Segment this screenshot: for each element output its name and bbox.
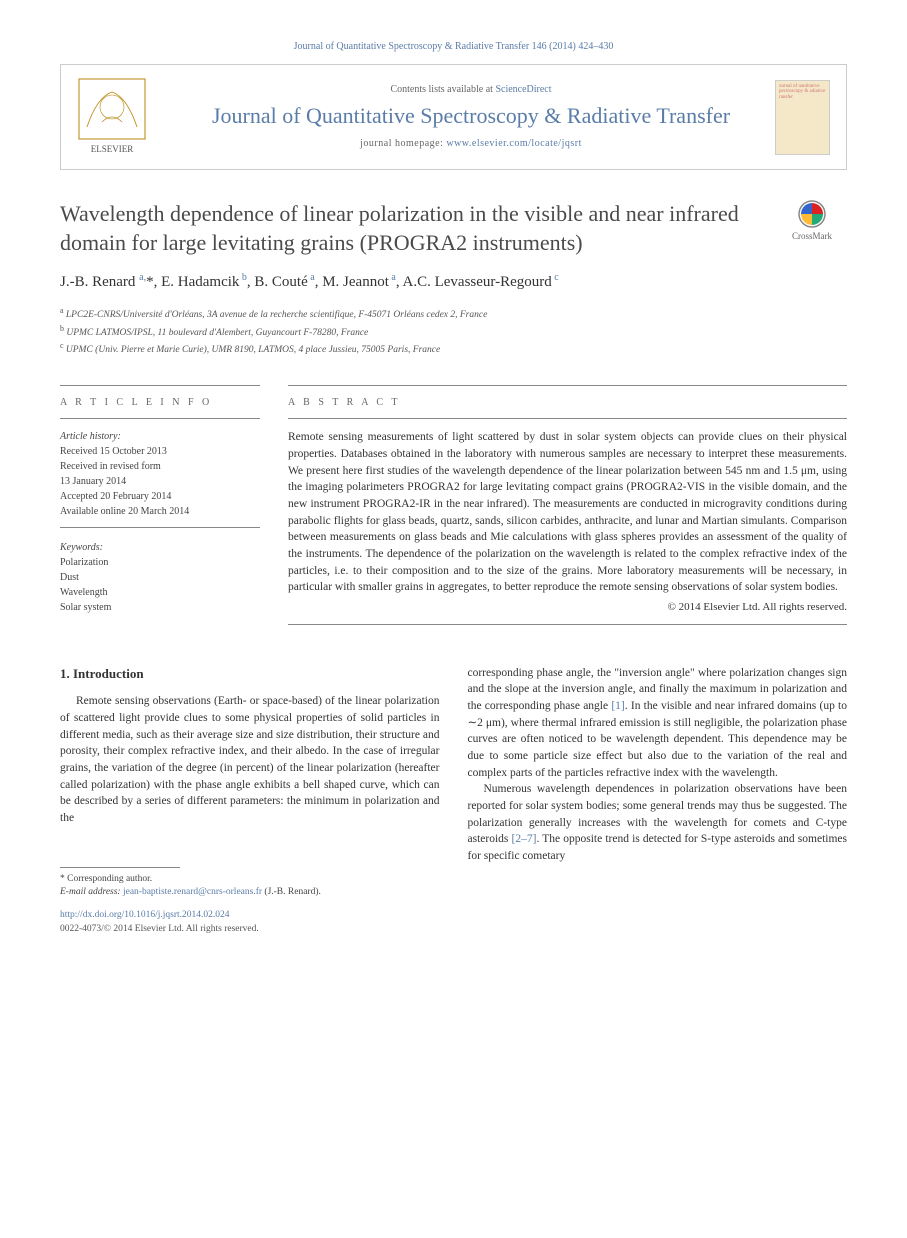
keywords-block: Keywords: PolarizationDustWavelengthSola… bbox=[60, 540, 260, 615]
body-column-left: 1. Introduction Remote sensing observati… bbox=[60, 665, 440, 937]
journal-homepage: journal homepage: www.elsevier.com/locat… bbox=[167, 137, 775, 151]
elsevier-logo: ELSEVIER bbox=[77, 77, 147, 157]
svg-text:ELSEVIER: ELSEVIER bbox=[91, 144, 134, 154]
sciencedirect-link[interactable]: ScienceDirect bbox=[495, 84, 551, 95]
abstract-copyright: © 2014 Elsevier Ltd. All rights reserved… bbox=[288, 600, 847, 615]
body-paragraph: corresponding phase angle, the "inversio… bbox=[468, 665, 848, 782]
abstract-label: A B S T R A C T bbox=[288, 396, 847, 410]
homepage-link[interactable]: www.elsevier.com/locate/jqsrt bbox=[446, 138, 581, 149]
footnotes: * Corresponding author. E-mail address: … bbox=[60, 873, 440, 900]
contents-available: Contents lists available at ScienceDirec… bbox=[167, 83, 775, 97]
affiliations: a LPC2E-CNRS/Université d'Orléans, 3A av… bbox=[60, 305, 847, 357]
article-title: Wavelength dependence of linear polariza… bbox=[60, 200, 757, 257]
authors-line: J.-B. Renard a,*, E. Hadamcik b, B. Cout… bbox=[60, 271, 847, 293]
email-line: E-mail address: jean-baptiste.renard@cnr… bbox=[60, 886, 440, 899]
section-heading: 1. Introduction bbox=[60, 665, 440, 684]
citation-ref[interactable]: [2–7] bbox=[512, 833, 537, 845]
article-info-label: A R T I C L E I N F O bbox=[60, 396, 260, 410]
journal-header: ELSEVIER Contents lists available at Sci… bbox=[60, 64, 847, 170]
body-paragraph: Numerous wavelength dependences in polar… bbox=[468, 781, 848, 864]
crossmark-badge[interactable]: CrossMark bbox=[777, 200, 847, 243]
issn-line: 0022-4073/© 2014 Elsevier Ltd. All right… bbox=[60, 923, 440, 937]
journal-name: Journal of Quantitative Spectroscopy & R… bbox=[167, 103, 775, 129]
email-link[interactable]: jean-baptiste.renard@cnrs-orleans.fr bbox=[123, 887, 262, 897]
doi-link[interactable]: http://dx.doi.org/10.1016/j.jqsrt.2014.0… bbox=[60, 910, 230, 920]
crossmark-icon bbox=[798, 200, 826, 228]
citation-ref[interactable]: [1] bbox=[611, 700, 624, 712]
article-history: Article history: Received 15 October 201… bbox=[60, 429, 260, 519]
citation-line: Journal of Quantitative Spectroscopy & R… bbox=[60, 40, 847, 54]
journal-cover-thumb: ournal of uantitative pectroscopy & adia… bbox=[775, 80, 830, 155]
corresponding-author: * Corresponding author. bbox=[60, 873, 440, 886]
body-paragraph: Remote sensing observations (Earth- or s… bbox=[60, 693, 440, 826]
doi-line: http://dx.doi.org/10.1016/j.jqsrt.2014.0… bbox=[60, 909, 440, 923]
body-column-right: corresponding phase angle, the "inversio… bbox=[468, 665, 848, 937]
abstract-text: Remote sensing measurements of light sca… bbox=[288, 429, 847, 596]
